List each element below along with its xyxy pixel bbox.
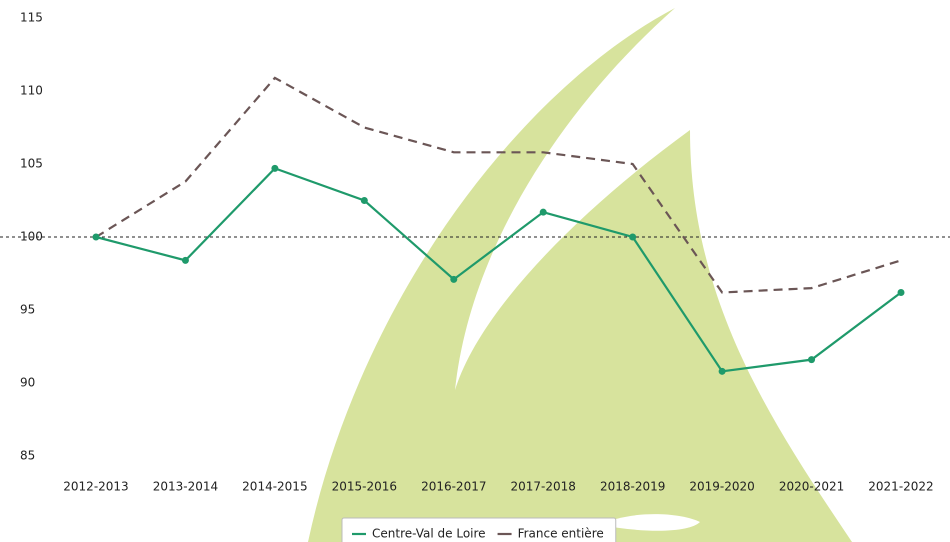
- data-point: [539, 208, 547, 216]
- series-line: [95, 167, 902, 373]
- x-tick-label: 2013-2014: [153, 480, 218, 494]
- x-tick-label: 2015-2016: [332, 480, 397, 494]
- y-tick-label: 85: [20, 449, 35, 463]
- y-tick-label: 115: [20, 11, 43, 25]
- y-tick-label: 90: [20, 376, 35, 390]
- x-tick-label: 2019-2020: [689, 480, 754, 494]
- y-tick-label: 105: [20, 157, 43, 171]
- data-point: [808, 356, 816, 364]
- x-tick-label: 2021-2022: [868, 480, 933, 494]
- legend-box: [341, 517, 617, 542]
- data-point: [181, 256, 189, 264]
- data-point: [360, 197, 368, 204]
- data-point: [92, 233, 100, 241]
- data-point: [450, 275, 458, 283]
- background-shape: [600, 514, 700, 531]
- x-tick-label: 2016-2017: [421, 480, 486, 494]
- x-tick-label: 2017-2018: [511, 480, 576, 494]
- x-tick-label: 2018-2019: [600, 480, 665, 494]
- x-tick-label: 2014-2015: [242, 480, 307, 494]
- y-tick-label: 110: [20, 84, 43, 98]
- y-tick-label: 95: [20, 303, 35, 317]
- series-line: [95, 76, 902, 294]
- legend-label: France entière: [518, 527, 604, 541]
- background-leaf: [308, 8, 852, 542]
- data-point: [718, 367, 726, 375]
- data-point: [629, 233, 637, 241]
- legend: Centre-Val de Loire France entière: [341, 517, 617, 542]
- data-point: [271, 164, 279, 172]
- legend-label: Centre-Val de Loire: [372, 527, 486, 541]
- x-tick-label: 2020-2021: [779, 480, 844, 494]
- data-point: [897, 288, 905, 296]
- x-tick-label: 2012-2013: [63, 480, 128, 494]
